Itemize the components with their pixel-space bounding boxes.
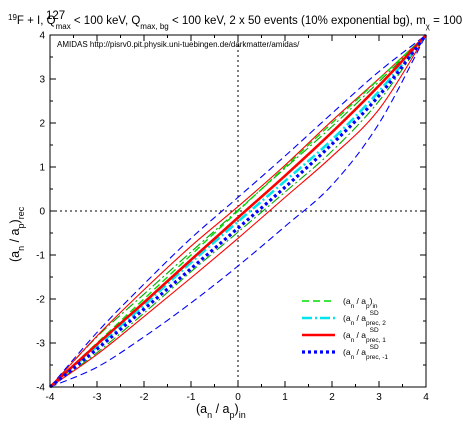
amidas-annotation: AMIDAS http://pisrv0.pit.physik.uni-tueb… — [57, 40, 300, 49]
title-qmax-sub: max — [56, 22, 71, 31]
y-tick-label: -3 — [36, 339, 45, 350]
title-mass-127: 127 — [46, 10, 65, 22]
x-tick-label: 2 — [329, 392, 335, 403]
y-tick-label: -2 — [36, 295, 45, 306]
y-axis-label: (an / ap)rec — [8, 206, 26, 262]
x-tick-label: 0 — [235, 392, 241, 403]
series-line-rec1 — [49, 34, 427, 388]
series-line-recm1 — [48, 34, 428, 389]
band-upper-recm1 — [49, 34, 427, 388]
legend-text-part: (a — [343, 313, 351, 323]
y-tick-label: -1 — [36, 251, 45, 262]
legend-sub-rec1: rec, 1 — [370, 337, 387, 344]
x-tick-label: -4 — [46, 392, 55, 403]
title-target: F + I, Q — [17, 15, 56, 27]
y-label-n-sub: n — [16, 246, 26, 251]
legend-label-rec2: (an / ap — [343, 313, 370, 327]
x-label-main: (a — [196, 402, 207, 416]
x-label-mid: / a — [212, 402, 229, 416]
band-lower-rec2 — [49, 34, 427, 388]
legend-sup-rec2: SD — [370, 310, 379, 317]
x-tick-label: 1 — [282, 392, 288, 403]
legend-text-part: (a — [343, 330, 351, 340]
legend-text-part: / a — [354, 296, 366, 306]
series-line-in — [49, 34, 427, 388]
legend-text-part: / a — [354, 330, 366, 340]
legend-sub-rec2: rec, 2 — [370, 320, 387, 327]
y-tick-label: 4 — [39, 31, 45, 42]
x-tick-label: 3 — [376, 392, 382, 403]
x-label-p-sub: p — [230, 410, 235, 420]
legend-sub-in: in — [372, 303, 377, 310]
legend-sup-recm1: SD — [370, 344, 379, 351]
legend-text-part: p — [366, 337, 370, 344]
band-lower-recm1 — [49, 34, 427, 388]
legend-text-part: ) — [370, 296, 373, 306]
legend-text-part: n — [351, 320, 355, 327]
x-tick-label: 4 — [423, 392, 429, 403]
legend-text-part: p — [366, 303, 370, 310]
y-tick-label: 2 — [39, 119, 45, 130]
legend-label-recm1: (an / ap — [343, 347, 370, 361]
title-qmaxbg-sub: max, bg — [140, 22, 168, 31]
legend-sub-recm1: rec, -1 — [370, 354, 389, 361]
x-tick-label: -3 — [93, 392, 102, 403]
x-label-n-sub: n — [207, 410, 212, 420]
band-lower-rec1 — [49, 34, 427, 388]
legend-text-part: p — [366, 354, 370, 361]
x-label-in-sub: in — [239, 410, 246, 420]
legend-text-part: (a — [343, 347, 351, 357]
x-tick-label: -2 — [140, 392, 149, 403]
x-axis-label: (an / ap)in — [196, 402, 246, 420]
title-chi-sub: χ — [426, 22, 431, 31]
x-label-close: ) — [235, 402, 239, 416]
legend-sup-rec1: SD — [370, 327, 379, 334]
y-label-mid: / a — [8, 228, 22, 245]
y-label-rec-sub: rec — [16, 206, 26, 219]
y-label-close: ) — [8, 219, 22, 223]
y-tick-label: 3 — [39, 75, 45, 86]
y-tick-label: 1 — [39, 163, 45, 174]
legend-text-part: / a — [354, 347, 366, 357]
title-end: = 100 GeV — [430, 15, 463, 27]
y-label-main: (a — [8, 251, 22, 262]
y-tick-label: 0 — [39, 207, 45, 218]
title-qmax-text: < 100 keV, Q — [71, 15, 141, 27]
legend-text-part: (a — [343, 296, 351, 306]
title-mass-19: 19 — [8, 13, 17, 22]
legend-label-rec1: (an / ap — [343, 330, 370, 344]
plot-area: -4 -3 -2 -1 0 1 2 3 4 -4 -3 -2 -1 0 1 2 3 4 — [36, 31, 429, 404]
x-tick-label: -1 — [187, 392, 196, 403]
y-label-p-sub: p — [16, 223, 26, 228]
y-tick-label: -4 — [36, 383, 45, 394]
legend-text-part: n — [351, 303, 355, 310]
legend-text-part: p — [366, 320, 370, 327]
legend-text-part: n — [351, 337, 355, 344]
legend-text-part: n — [351, 354, 355, 361]
legend-text-part: / a — [354, 313, 366, 323]
title-middle: < 100 keV, 2 x 50 events (10% exponentia… — [169, 15, 426, 27]
chart-title: 19F + I, Qmax < 100 keV, Qmax, bg < 100 … — [8, 13, 463, 31]
legend-label-in: (an / ap) — [343, 296, 373, 310]
